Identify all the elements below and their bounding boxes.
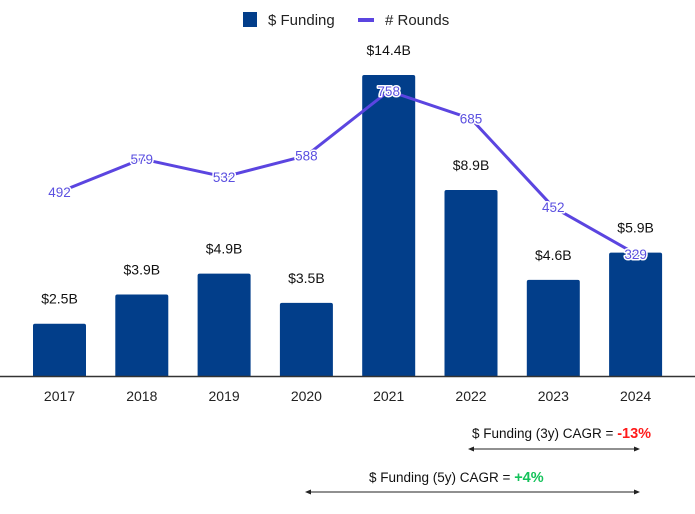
rounds-label-2023: 452 [542, 200, 565, 215]
legend-label-funding: $ Funding [268, 12, 335, 29]
rounds-label-2019: 532 [213, 170, 236, 185]
cagr-3y-value: -13% [617, 426, 652, 442]
x-tick-2023: 2023 [538, 388, 569, 404]
bar-label-2019: $4.9B [206, 241, 243, 257]
legend-label-rounds: # Rounds [385, 12, 449, 29]
x-tick-2020: 2020 [291, 388, 322, 404]
x-tick-2024: 2024 [620, 388, 651, 404]
bar-label-2023: $4.6B [535, 247, 572, 263]
bar-2019 [197, 273, 251, 376]
bar-label-2020: $3.5B [288, 270, 325, 286]
bar-label-2024: $5.9B [617, 220, 654, 236]
rounds-line [58, 89, 637, 256]
x-tick-2018: 2018 [126, 388, 157, 404]
rounds-label-2021: 758 [377, 84, 400, 99]
bar-label-2021: $14.4B [367, 42, 411, 58]
bar-label-2022: $8.9B [453, 157, 490, 173]
cagr-5y-annotation: $ Funding (5y) CAGR = +4% [369, 470, 544, 486]
bar-2020 [279, 302, 333, 376]
cagr-5y-label: $ Funding (5y) CAGR = [369, 470, 515, 485]
bar-2021 [362, 75, 416, 376]
cagr-5y-value: +4% [514, 470, 544, 486]
cagr-3y-arrow [468, 446, 640, 452]
x-tick-2017: 2017 [44, 388, 75, 404]
rounds-label-2022: 685 [460, 112, 483, 127]
x-tick-2021: 2021 [373, 388, 404, 404]
bar-2023 [526, 279, 580, 376]
rounds-label-2024: 329 [624, 247, 647, 262]
bar-label-2017: $2.5B [41, 291, 78, 307]
bar-2022 [444, 189, 498, 376]
rounds-label-2020: 588 [295, 149, 318, 164]
cagr-3y-annotation: $ Funding (3y) CAGR = -13% [472, 426, 651, 442]
x-tick-2022: 2022 [455, 388, 486, 404]
rounds-label-2018: 579 [131, 152, 154, 167]
bar-2017 [33, 323, 86, 376]
cagr-5y-arrow [305, 489, 640, 495]
cagr-3y-label: $ Funding (3y) CAGR = [472, 426, 618, 441]
bar-2024 [609, 252, 663, 376]
bar-2018 [115, 294, 169, 376]
x-tick-2019: 2019 [209, 388, 240, 404]
bar-label-2018: $3.9B [124, 261, 161, 277]
legend-swatch-rounds [358, 18, 374, 22]
rounds-label-2017: 492 [48, 185, 71, 200]
legend: $ Funding # Rounds [243, 12, 449, 29]
legend-swatch-funding [243, 12, 257, 27]
